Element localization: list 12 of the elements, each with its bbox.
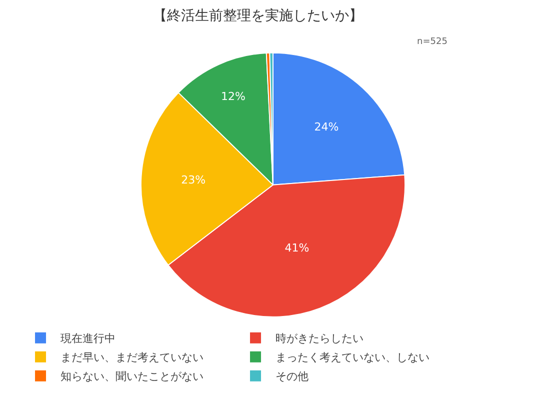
legend-label: 知らない、聞いたことがない [60, 370, 204, 384]
chart-title: 【終活生前整理を実施したいか】 [152, 8, 363, 24]
data-label: 24% [314, 120, 339, 134]
legend-label: 時がきたらしたい [276, 332, 364, 346]
legend-label: その他 [276, 370, 309, 384]
legend-label: まったく考えていない、しない [276, 351, 430, 364]
legend-label: まだ早い、まだ考えていない [60, 351, 204, 364]
legend-label: 現在進行中 [60, 332, 116, 346]
data-label: 41% [284, 241, 310, 254]
data-label: 23% [181, 174, 206, 187]
text: n=525 [417, 37, 448, 47]
data-label: 12% [220, 90, 246, 104]
